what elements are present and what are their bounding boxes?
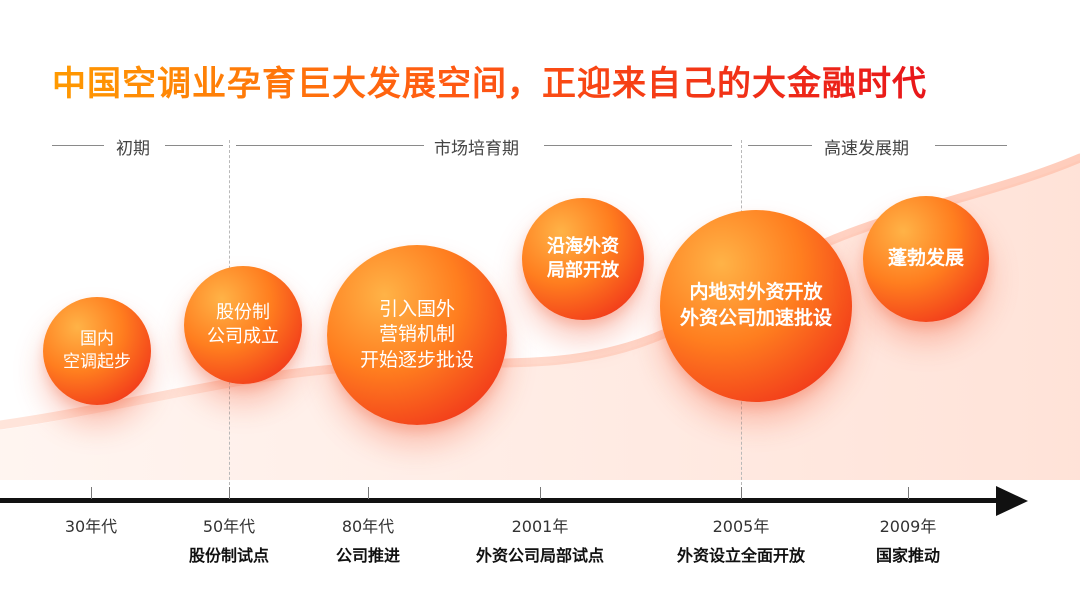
milestone-year: 50年代: [202, 517, 256, 536]
milestone-bubble: 蓬勃发展: [863, 196, 989, 322]
milestone-year: 30年代: [64, 517, 118, 536]
milestone-year: 2001年: [511, 517, 569, 536]
timeline-tick: [91, 487, 92, 499]
phase-divider-line: [236, 145, 424, 146]
milestone-year: 2009年: [879, 517, 937, 536]
milestone-year: 2005年: [712, 517, 770, 536]
milestone-event: 股份制试点: [188, 546, 269, 565]
timeline-tick: [741, 487, 742, 499]
milestone-bubble: 国内 空调起步: [43, 297, 151, 405]
milestone-bubble: 引入国外 营销机制 开始逐步批设: [327, 245, 507, 425]
milestone-bubble: 股份制 公司成立: [184, 266, 302, 384]
milestone-event: 外资公司局部试点: [475, 546, 604, 565]
phase-divider-line: [165, 145, 223, 146]
timeline-tick: [368, 487, 369, 499]
phase-label-cultivation: 市场培育期: [434, 139, 519, 159]
phase-label-rapid-growth: 高速发展期: [824, 139, 909, 159]
timeline-tick: [908, 487, 909, 499]
timeline-tick: [229, 487, 230, 499]
milestone-event: 公司推进: [335, 546, 400, 565]
timeline-arrow-icon: [996, 486, 1028, 516]
milestone-bubble: 内地对外资开放 外资公司加速批设: [660, 210, 852, 402]
phase-divider-line: [544, 145, 732, 146]
milestone-event: 外资设立全面开放: [676, 546, 805, 565]
milestone-event: 国家推动: [875, 546, 940, 565]
timeline-tick: [540, 487, 541, 499]
milestone-bubble: 沿海外资 局部开放: [522, 198, 644, 320]
timeline-axis: [0, 498, 1000, 503]
phase-divider-line: [935, 145, 1007, 146]
milestone-year: 80年代: [341, 517, 395, 536]
phase-label-early: 初期: [116, 139, 150, 159]
page-title: 中国空调业孕育巨大发展空间，正迎来自己的大金融时代: [52, 56, 927, 105]
phase-divider-line: [748, 145, 812, 146]
phase-divider-line: [52, 145, 104, 146]
